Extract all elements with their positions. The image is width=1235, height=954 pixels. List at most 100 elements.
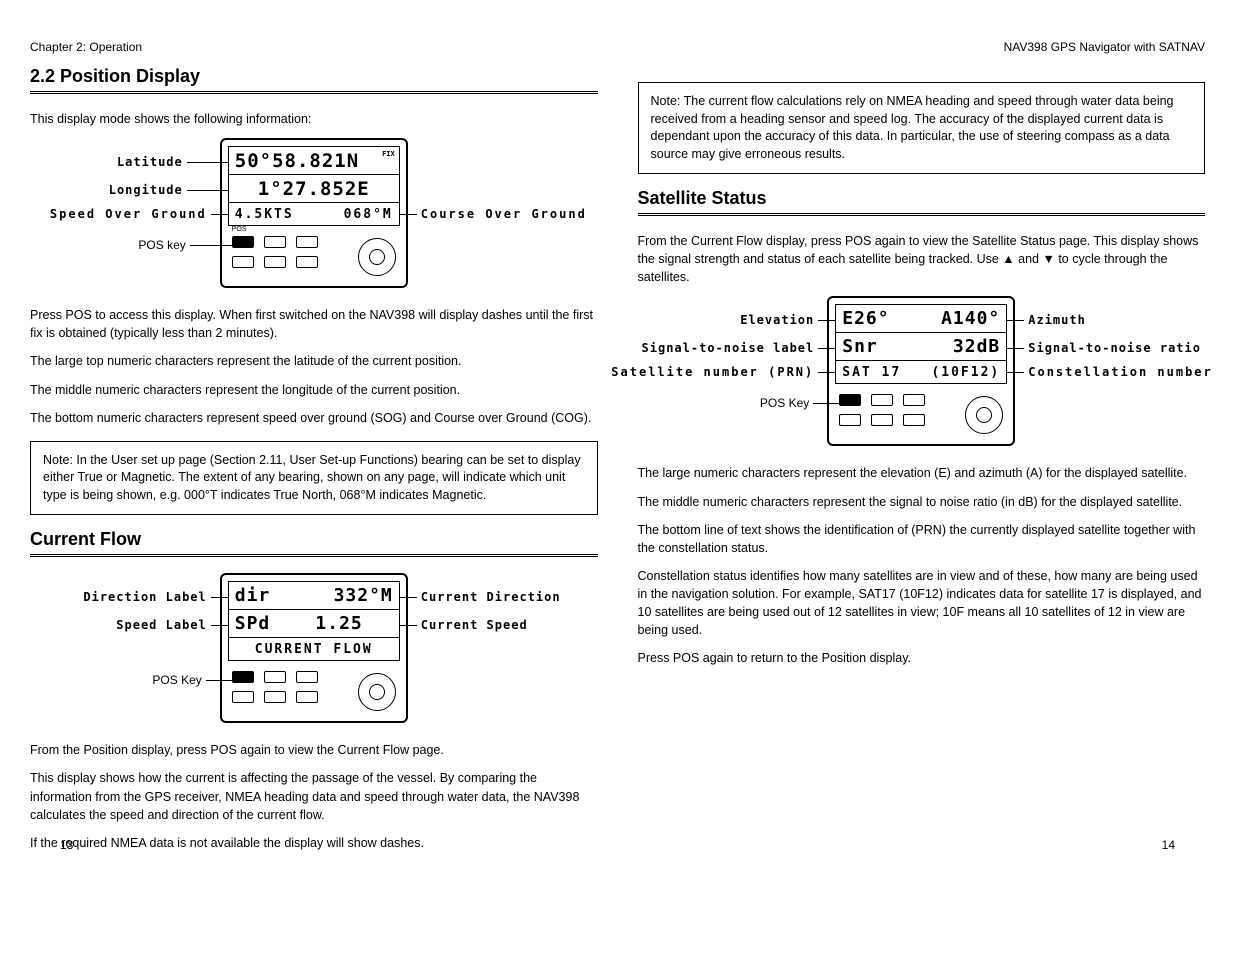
para: The middle numeric characters represent … — [30, 381, 598, 399]
rotary-dial[interactable] — [358, 238, 396, 276]
label-sat: Satellite number (PRN) — [611, 365, 814, 379]
azimuth-value: A140° — [941, 308, 1000, 329]
keypad: POS POS key — [226, 232, 402, 276]
label-curdir: Current Direction — [421, 590, 561, 604]
para: The bottom numeric characters represent … — [30, 409, 598, 427]
para: The bottom line of text shows the identi… — [638, 521, 1206, 557]
left-column: Chapter 2: Operation 2.2 Position Displa… — [30, 40, 598, 862]
device-frame: E26° A140° Elevation Azimuth Snr 32dB Si… — [827, 296, 1015, 446]
label-snr-label: Signal-to-noise label — [642, 341, 815, 355]
note-box: Note: In the User set up page (Section 2… — [30, 441, 598, 516]
section-title-position: 2.2 Position Display — [30, 66, 598, 94]
spd-value: 1.25 — [315, 613, 362, 634]
page-header-left: Chapter 2: Operation — [30, 40, 598, 54]
lcd-row-title: CURRENT FLOW — [229, 638, 399, 660]
lcd-row-sat: SAT 17 (10F12) Satellite number (PRN) Co… — [836, 361, 1006, 383]
para: If the required NMEA data is not availab… — [30, 834, 598, 852]
lcd-row-spd: SPd 1.25 Speed Label Current Speed — [229, 610, 399, 638]
sog-value: 4.5KTS — [235, 207, 294, 222]
lcd-row-lat: 50°58.821N FIX Latitude — [229, 147, 399, 175]
fix-indicator: FIX — [382, 150, 395, 158]
label-constel: Constellation number — [1028, 365, 1213, 379]
satstatus-device-diagram: E26° A140° Elevation Azimuth Snr 32dB Si… — [711, 296, 1131, 446]
label-speed: Speed Label — [116, 618, 206, 632]
snr-label: Snr — [842, 336, 878, 357]
sat-value: SAT 17 — [842, 365, 901, 380]
page-number-left: 13 — [60, 838, 73, 852]
lcd-screen: 50°58.821N FIX Latitude 1°27.852E Longit… — [228, 146, 400, 226]
page-number-right: 14 — [1162, 838, 1175, 852]
rotary-dial[interactable] — [358, 673, 396, 711]
soft-key[interactable] — [232, 256, 254, 268]
spd-label: SPd — [235, 613, 271, 634]
soft-key[interactable] — [264, 256, 286, 268]
section-title-satstatus: Satellite Status — [638, 188, 1206, 216]
label-elevation: Elevation — [740, 313, 814, 327]
elevation-value: E26° — [842, 308, 889, 329]
label-sog: Speed Over Ground — [50, 207, 207, 221]
soft-key[interactable] — [903, 414, 925, 426]
cog-value: 068°M — [344, 207, 393, 222]
para: The large top numeric characters represe… — [30, 352, 598, 370]
pos-key-label: POS — [232, 226, 247, 233]
pos-key[interactable] — [232, 671, 254, 683]
lcd-row-lon: 1°27.852E Longitude — [229, 175, 399, 203]
pos-key[interactable] — [232, 236, 254, 248]
soft-key[interactable] — [839, 414, 861, 426]
para: Press POS to access this display. When f… — [30, 306, 598, 342]
lcd-screen: E26° A140° Elevation Azimuth Snr 32dB Si… — [835, 304, 1007, 384]
soft-key[interactable] — [264, 671, 286, 683]
label-pos-key: POS key — [138, 238, 185, 252]
intro-text: This display mode shows the following in… — [30, 110, 598, 128]
para: From the Position display, press POS aga… — [30, 741, 598, 759]
soft-key[interactable] — [296, 671, 318, 683]
label-snr: Signal-to-noise ratio — [1028, 341, 1201, 355]
soft-key[interactable] — [264, 691, 286, 703]
soft-key[interactable] — [296, 236, 318, 248]
para: Press POS again to return to the Positio… — [638, 649, 1206, 667]
pos-key[interactable] — [839, 394, 861, 406]
device-frame: 50°58.821N FIX Latitude 1°27.852E Longit… — [220, 138, 408, 288]
page-header-right: NAV398 GPS Navigator with SATNAV — [638, 40, 1206, 54]
label-latitude: Latitude — [117, 155, 183, 169]
soft-key[interactable] — [296, 256, 318, 268]
para: The large numeric characters represent t… — [638, 464, 1206, 482]
currentflow-device-diagram: dir 332°M Direction Label Current Direct… — [104, 573, 524, 723]
soft-key[interactable] — [264, 236, 286, 248]
soft-key[interactable] — [903, 394, 925, 406]
intro-text: From the Current Flow display, press POS… — [638, 232, 1206, 286]
dir-value: 332°M — [334, 585, 393, 606]
latitude-value: 50°58.821N — [235, 150, 359, 172]
screen-title: CURRENT FLOW — [255, 642, 373, 657]
lcd-row-snr: Snr 32dB Signal-to-noise label Signal-to… — [836, 333, 1006, 361]
label-pos-key: POS Key — [760, 396, 809, 410]
longitude-value: 1°27.852E — [258, 178, 370, 200]
device-frame: dir 332°M Direction Label Current Direct… — [220, 573, 408, 723]
right-column: NAV398 GPS Navigator with SATNAV Note: T… — [638, 40, 1206, 862]
section-title-currentflow: Current Flow — [30, 529, 598, 557]
lcd-row-sog-cog: 4.5KTS 068°M Speed Over Ground Course Ov… — [229, 203, 399, 225]
label-direction: Direction Label — [83, 590, 206, 604]
label-cog: Course Over Ground — [421, 207, 587, 221]
label-azimuth: Azimuth — [1028, 313, 1086, 327]
soft-key[interactable] — [232, 691, 254, 703]
soft-key[interactable] — [871, 394, 893, 406]
para: This display shows how the current is af… — [30, 769, 598, 823]
snr-value: 32dB — [953, 336, 1000, 357]
soft-key[interactable] — [296, 691, 318, 703]
para: The middle numeric characters represent … — [638, 493, 1206, 511]
soft-key[interactable] — [871, 414, 893, 426]
label-pos-key: POS Key — [152, 673, 201, 687]
note-box: Note: The current flow calculations rely… — [638, 82, 1206, 174]
lcd-row-elev-azi: E26° A140° Elevation Azimuth — [836, 305, 1006, 333]
keypad: POS Key — [226, 667, 402, 711]
dir-label: dir — [235, 585, 271, 606]
label-longitude: Longitude — [109, 183, 183, 197]
rotary-dial[interactable] — [965, 396, 1003, 434]
lcd-screen: dir 332°M Direction Label Current Direct… — [228, 581, 400, 661]
position-device-diagram: 50°58.821N FIX Latitude 1°27.852E Longit… — [104, 138, 524, 288]
constel-value: (10F12) — [931, 365, 1000, 380]
para: Constellation status identifies how many… — [638, 567, 1206, 640]
keypad: POS Key — [833, 390, 1009, 434]
label-curspd: Current Speed — [421, 618, 528, 632]
